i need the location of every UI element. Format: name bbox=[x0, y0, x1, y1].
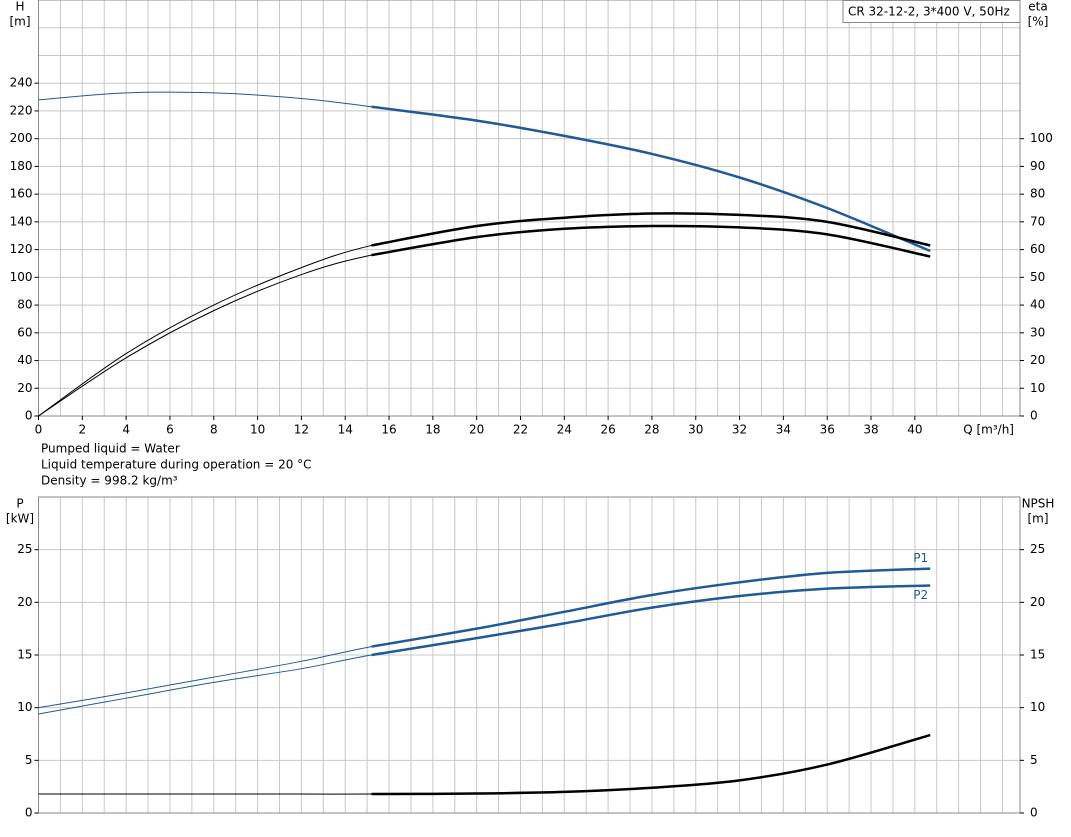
y2-axis-unit: [%] bbox=[1028, 15, 1049, 29]
y2-tick-label: 0 bbox=[1030, 806, 1038, 820]
y-tick-label: 200 bbox=[10, 131, 33, 145]
y2-tick-label: 70 bbox=[1030, 214, 1045, 228]
y2-tick-label: 50 bbox=[1030, 270, 1045, 284]
x-tick-label: 4 bbox=[122, 423, 130, 437]
y-axis-label: H bbox=[15, 0, 24, 14]
y-tick-label: 20 bbox=[17, 381, 32, 395]
x-tick-label: 40 bbox=[907, 423, 922, 437]
y2-tick-label: 20 bbox=[1030, 595, 1045, 609]
y-tick-label: 5 bbox=[25, 753, 33, 767]
y-tick-label: 10 bbox=[17, 700, 32, 714]
series-line bbox=[38, 734, 931, 795]
y2-axis-label: eta bbox=[1028, 0, 1047, 14]
x-tick-label: 24 bbox=[557, 423, 572, 437]
series-line-highlight bbox=[371, 584, 931, 657]
chart-title: CR 32-12-2, 3*400 V, 50Hz bbox=[848, 5, 1010, 19]
x-tick-label: 34 bbox=[776, 423, 791, 437]
y2-tick-label: 10 bbox=[1030, 700, 1045, 714]
y2-tick-label: 100 bbox=[1030, 131, 1053, 145]
series-line bbox=[38, 91, 931, 252]
y2-tick-label: 20 bbox=[1030, 353, 1045, 367]
x-tick-label: 16 bbox=[381, 423, 396, 437]
series-line bbox=[38, 212, 931, 417]
note: Density = 998.2 kg/m³ bbox=[41, 474, 178, 488]
y2-tick-label: 15 bbox=[1030, 648, 1045, 662]
note: Pumped liquid = Water bbox=[41, 442, 180, 456]
y-tick-label: 0 bbox=[25, 409, 33, 423]
y-tick-label: 120 bbox=[10, 242, 33, 256]
y-tick-label: 15 bbox=[17, 648, 32, 662]
y2-tick-label: 25 bbox=[1030, 542, 1045, 556]
x-tick-label: 10 bbox=[250, 423, 265, 437]
series-line bbox=[38, 225, 931, 417]
x-tick-label: 12 bbox=[294, 423, 309, 437]
y-tick-label: 60 bbox=[17, 325, 32, 339]
y-tick-label: 220 bbox=[10, 103, 33, 117]
series-label: P2 bbox=[913, 588, 928, 602]
y2-tick-label: 80 bbox=[1030, 187, 1045, 201]
x-tick-label: 36 bbox=[820, 423, 835, 437]
plot-frame bbox=[38, 0, 1021, 417]
series-label: P1 bbox=[913, 551, 928, 565]
y2-tick-label: 30 bbox=[1030, 325, 1045, 339]
series-line-highlight bbox=[371, 733, 931, 796]
x-tick-label: 2 bbox=[78, 423, 86, 437]
x-tick-label: 32 bbox=[732, 423, 747, 437]
title-box bbox=[842, 0, 1021, 23]
y2-tick-label: 60 bbox=[1030, 242, 1045, 256]
y-tick-label: 0 bbox=[25, 806, 33, 820]
x-tick-label: 38 bbox=[863, 423, 878, 437]
y-axis-unit: [kW] bbox=[6, 512, 34, 526]
x-tick-label: 20 bbox=[469, 423, 484, 437]
y2-tick-label: 5 bbox=[1030, 753, 1038, 767]
y2-axis-unit: [m] bbox=[1027, 512, 1048, 526]
y-tick-label: 80 bbox=[17, 298, 32, 312]
x-tick-label: 18 bbox=[425, 423, 440, 437]
y-tick-label: 100 bbox=[10, 270, 33, 284]
x-tick-label: 26 bbox=[600, 423, 615, 437]
y2-tick-label: 40 bbox=[1030, 298, 1045, 312]
x-tick-label: 8 bbox=[210, 423, 218, 437]
y-axis-unit: [m] bbox=[9, 15, 30, 29]
y2-tick-label: 0 bbox=[1030, 409, 1038, 423]
y-tick-label: 20 bbox=[17, 595, 32, 609]
series-line-highlight bbox=[371, 224, 931, 258]
y2-tick-label: 10 bbox=[1030, 381, 1045, 395]
y-tick-label: 160 bbox=[10, 187, 33, 201]
note: Liquid temperature during operation = 20… bbox=[41, 458, 312, 472]
series-line-highlight bbox=[371, 567, 931, 648]
x-axis-label: Q [m³/h] bbox=[963, 423, 1014, 437]
series-line-highlight bbox=[371, 212, 931, 247]
y-tick-label: 40 bbox=[17, 353, 32, 367]
series-line bbox=[38, 584, 931, 715]
x-tick-label: 30 bbox=[688, 423, 703, 437]
x-tick-label: 0 bbox=[35, 423, 43, 437]
y2-tick-label: 90 bbox=[1030, 159, 1045, 173]
x-tick-label: 6 bbox=[166, 423, 174, 437]
series-line-highlight bbox=[371, 105, 931, 253]
y-tick-label: 140 bbox=[10, 214, 33, 228]
y-tick-label: 240 bbox=[10, 76, 33, 90]
x-tick-label: 28 bbox=[644, 423, 659, 437]
y-tick-label: 180 bbox=[10, 159, 33, 173]
y-tick-label: 25 bbox=[17, 542, 32, 556]
y2-axis-label: NPSH bbox=[1022, 497, 1055, 511]
y-axis-label: P bbox=[16, 497, 23, 511]
x-tick-label: 14 bbox=[338, 423, 353, 437]
x-tick-label: 22 bbox=[513, 423, 528, 437]
